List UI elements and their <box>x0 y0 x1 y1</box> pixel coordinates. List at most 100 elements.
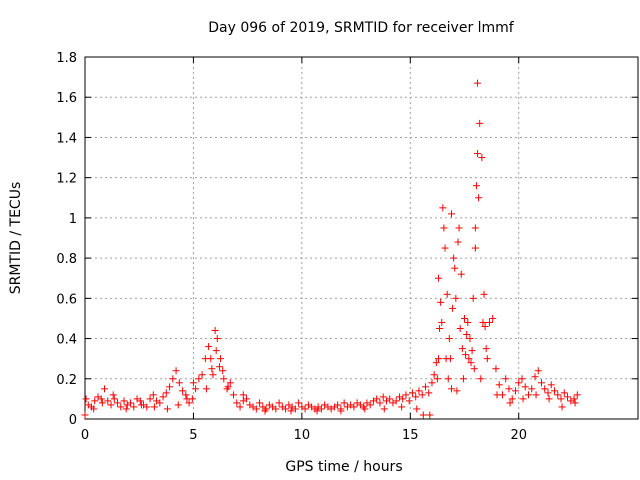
data-point <box>571 399 579 407</box>
x-tick-label: 20 <box>510 428 527 443</box>
x-tick-label: 10 <box>294 428 311 443</box>
data-point <box>90 405 98 413</box>
data-points <box>81 79 581 419</box>
data-point <box>137 401 145 409</box>
data-point <box>479 318 487 326</box>
data-point <box>480 290 488 298</box>
y-tick-label: 0.2 <box>56 373 77 388</box>
axis-ticks: 0 0.2 0.4 0.6 0.8 1 1.2 1.4 1.6 1.8 0 5 10 15 20 <box>56 51 638 443</box>
data-point <box>430 371 438 379</box>
data-point <box>471 224 479 232</box>
data-point <box>467 359 475 367</box>
data-point <box>508 395 516 403</box>
data-point <box>392 397 400 405</box>
data-point <box>313 407 321 415</box>
data-point <box>428 379 436 387</box>
data-point <box>541 385 549 393</box>
data-point <box>481 322 489 330</box>
data-point <box>444 375 452 383</box>
data-point <box>537 379 545 387</box>
data-point <box>110 395 118 403</box>
data-point <box>468 347 476 355</box>
data-point <box>492 365 500 373</box>
data-point <box>334 401 342 409</box>
grid-layer <box>85 57 638 419</box>
data-point <box>261 407 269 415</box>
chart-title: Day 096 of 2019, SRMTID for receiver lmm… <box>208 20 515 36</box>
data-point <box>386 395 394 403</box>
data-point <box>379 393 387 401</box>
data-point <box>418 391 426 399</box>
data-point <box>443 290 451 298</box>
data-point <box>101 385 109 393</box>
y-tick-label: 0.6 <box>56 292 77 307</box>
data-point <box>476 119 484 127</box>
x-tick-label: 15 <box>402 428 419 443</box>
y-tick-label: 0.8 <box>56 252 77 267</box>
data-point <box>127 399 135 407</box>
data-point <box>447 385 455 393</box>
data-point <box>482 345 490 353</box>
data-point <box>474 150 482 158</box>
data-point <box>449 304 457 312</box>
data-point <box>291 405 299 413</box>
data-point <box>558 403 566 411</box>
data-point <box>475 194 483 202</box>
y-tick-label: 0.4 <box>56 333 77 348</box>
data-point <box>506 399 514 407</box>
data-point <box>450 254 458 262</box>
data-point <box>361 405 369 413</box>
data-point <box>82 395 90 403</box>
data-point <box>405 397 413 405</box>
data-point <box>489 314 497 322</box>
data-point <box>478 154 486 162</box>
data-point <box>457 270 465 278</box>
data-point <box>340 399 348 407</box>
data-point <box>81 411 89 419</box>
data-point <box>399 395 407 403</box>
data-point <box>518 375 526 383</box>
data-point <box>434 355 442 363</box>
data-point <box>412 393 420 401</box>
data-point <box>519 395 527 403</box>
data-point <box>209 371 217 379</box>
data-point <box>337 407 345 415</box>
data-point <box>447 210 455 218</box>
data-point <box>433 375 441 383</box>
data-point <box>317 405 325 413</box>
data-point <box>461 314 469 322</box>
data-point <box>419 411 427 419</box>
data-point <box>466 335 474 343</box>
data-point <box>469 294 477 302</box>
y-tick-label: 1.4 <box>56 131 77 146</box>
data-point <box>295 399 303 407</box>
data-point <box>366 401 374 409</box>
data-point <box>202 385 210 393</box>
data-point <box>195 375 203 383</box>
data-point <box>470 365 478 373</box>
data-point <box>521 383 529 391</box>
data-point <box>463 331 471 339</box>
data-point <box>122 405 130 413</box>
data-point <box>458 345 466 353</box>
data-point <box>166 383 174 391</box>
data-point <box>495 381 503 389</box>
data-point <box>233 399 241 407</box>
data-point <box>172 367 180 375</box>
data-point <box>97 395 105 403</box>
data-point <box>163 405 171 413</box>
data-point <box>169 375 177 383</box>
data-point <box>174 401 182 409</box>
data-point <box>502 375 510 383</box>
data-point <box>287 407 295 415</box>
data-point <box>239 391 247 399</box>
y-axis-label: SRMTID / TECUs <box>8 182 24 295</box>
data-point <box>380 405 388 413</box>
data-point <box>459 375 467 383</box>
data-point <box>445 335 453 343</box>
data-point <box>398 403 406 411</box>
data-point <box>109 391 117 399</box>
data-point <box>485 318 493 326</box>
data-point <box>426 411 434 419</box>
